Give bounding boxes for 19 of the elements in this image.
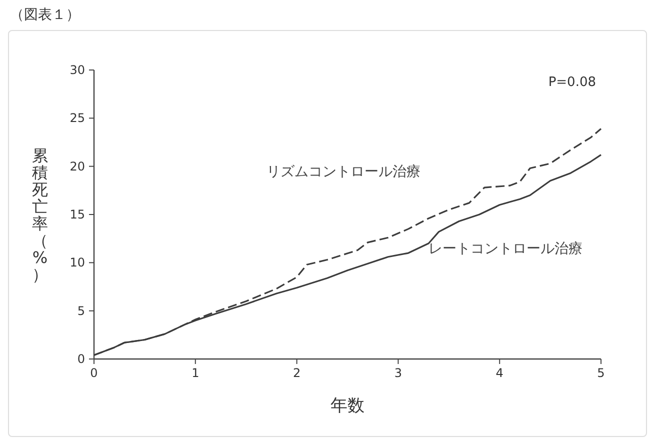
x-axis-title: 年数 bbox=[330, 396, 364, 416]
y-tick-label: 25 bbox=[70, 111, 85, 126]
annotation: P=0.08 bbox=[548, 75, 596, 90]
x-tick-label: 2 bbox=[292, 366, 301, 380]
x-tick-label: 4 bbox=[496, 366, 504, 380]
x-tick-label: 1 bbox=[192, 366, 200, 380]
y-tick-label: 0 bbox=[77, 352, 85, 366]
chart-title: （図表１） bbox=[10, 6, 80, 24]
y-tick-label: 5 bbox=[77, 304, 85, 318]
y-tick-label: 15 bbox=[70, 208, 85, 222]
y-tick-label: 30 bbox=[70, 63, 85, 77]
x-tick-label: 3 bbox=[394, 366, 402, 380]
text: リズムコントロール治療 bbox=[266, 164, 420, 180]
y-tick-label: 10 bbox=[70, 256, 85, 270]
x-tick-label: 0 bbox=[90, 366, 98, 380]
x-tick-label: 5 bbox=[597, 366, 605, 380]
y-tick-label: 20 bbox=[70, 159, 85, 174]
y-axis-title: 累積死亡率（%） bbox=[32, 146, 48, 284]
series-label: レートコントロール治療 bbox=[428, 241, 583, 258]
